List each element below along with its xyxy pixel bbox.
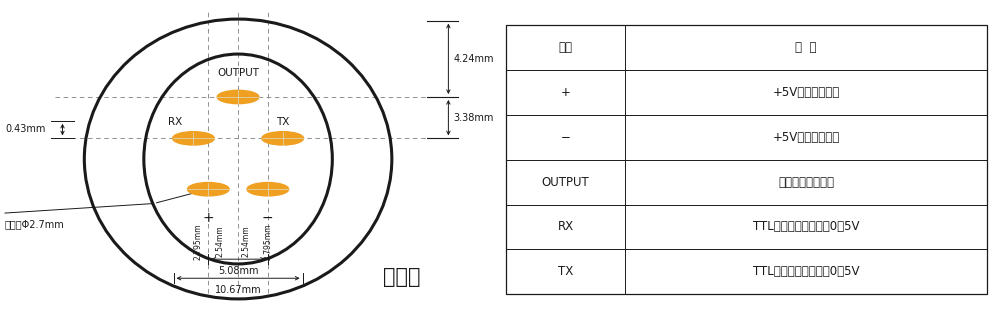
Text: 4.24mm: 4.24mm	[453, 54, 494, 64]
Text: 说  明: 说 明	[796, 41, 816, 54]
Circle shape	[262, 132, 304, 145]
Text: +: +	[202, 211, 214, 225]
Text: RX: RX	[169, 117, 183, 127]
Text: −: −	[560, 131, 570, 144]
Text: TTL电平，串口接收，0～5V: TTL电平，串口接收，0～5V	[753, 220, 859, 233]
Text: 模拟电压信号输出: 模拟电压信号输出	[778, 176, 834, 189]
Text: TTL电平，串口发送，0～5V: TTL电平，串口发送，0～5V	[753, 265, 859, 278]
Text: −: −	[262, 211, 274, 225]
Text: 3.38mm: 3.38mm	[453, 113, 494, 123]
Circle shape	[217, 90, 259, 104]
Text: 名称: 名称	[558, 41, 572, 54]
Bar	[506, 25, 987, 294]
Text: OUTPUT: OUTPUT	[217, 68, 259, 78]
Circle shape	[173, 132, 214, 145]
Text: 2.795mm: 2.795mm	[263, 224, 273, 260]
Text: OUTPUT: OUTPUT	[542, 176, 589, 189]
Text: 0.43mm: 0.43mm	[5, 124, 46, 135]
Text: 底视图: 底视图	[383, 267, 421, 287]
Text: +5V电源输入负极: +5V电源输入负极	[773, 131, 839, 144]
Text: TX: TX	[276, 117, 290, 127]
Circle shape	[187, 183, 229, 196]
Text: 2.54mm: 2.54mm	[215, 226, 225, 258]
Text: 2.795mm: 2.795mm	[193, 224, 203, 260]
Text: +: +	[560, 86, 570, 99]
Text: 10.67mm: 10.67mm	[214, 285, 262, 294]
Text: RX: RX	[558, 220, 573, 233]
Text: TX: TX	[558, 265, 573, 278]
Text: 2.54mm: 2.54mm	[241, 226, 251, 258]
Text: 5.08mm: 5.08mm	[218, 266, 258, 275]
Text: 针座孔Φ2.7mm: 针座孔Φ2.7mm	[5, 219, 64, 229]
Circle shape	[247, 183, 289, 196]
Text: +5V电源输入正极: +5V电源输入正极	[773, 86, 839, 99]
